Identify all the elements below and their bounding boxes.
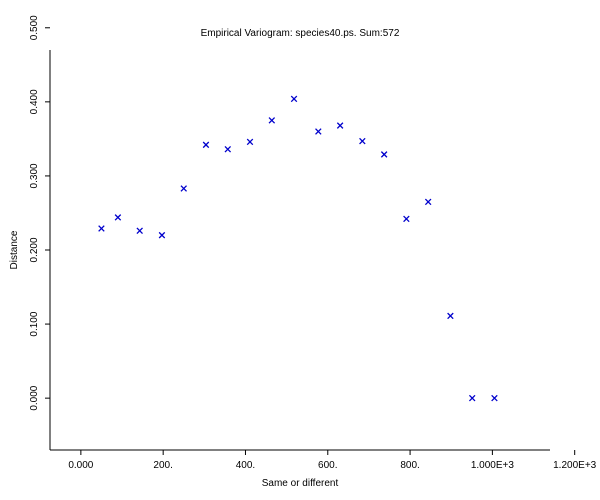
x-ticks: 0.000 200. 400. 600. 800. 1.000E+3 1.200E+3 <box>68 450 597 471</box>
x-tick-label: 400. <box>236 460 255 471</box>
data-point <box>268 117 276 124</box>
data-point <box>359 137 366 145</box>
y-tick-label: 0.200 <box>29 237 40 262</box>
data-point <box>114 214 122 221</box>
data-point <box>468 394 476 402</box>
x-tick-label: 200. <box>153 460 172 471</box>
x-tick-label: 0.000 <box>68 460 93 471</box>
data-point <box>98 225 105 232</box>
y-tick-label: 0.000 <box>29 385 40 410</box>
data-point <box>136 227 143 235</box>
data-point <box>315 128 322 135</box>
x-axis-label: Same or different <box>262 478 339 489</box>
chart-title: Empirical Variogram: species40.ps. Sum:5… <box>201 28 400 39</box>
y-tick-label: 0.300 <box>29 163 40 188</box>
data-point <box>180 185 188 192</box>
data-point <box>336 122 344 129</box>
y-tick-label: 0.500 <box>29 15 40 40</box>
axes <box>49 50 550 451</box>
data-points <box>98 95 498 402</box>
y-tick-label: 0.400 <box>29 89 40 114</box>
x-tick-label: 600. <box>318 460 337 471</box>
data-point <box>403 215 410 223</box>
x-tick-label: 800. <box>400 460 419 471</box>
data-point <box>224 145 232 153</box>
y-axis-label: Distance <box>9 230 20 269</box>
data-point <box>202 141 210 149</box>
y-ticks: 0.000 0.100 0.200 0.300 0.400 0.500 <box>29 15 50 411</box>
data-point <box>424 198 432 206</box>
data-point <box>380 151 388 158</box>
y-tick-label: 0.100 <box>29 311 40 336</box>
x-tick-label: 1.000E+3 <box>471 460 515 471</box>
data-point <box>158 231 166 239</box>
x-tick-label: 1.200E+3 <box>553 460 597 471</box>
data-point <box>447 312 454 320</box>
data-point <box>290 95 298 103</box>
data-point <box>246 138 254 146</box>
data-point <box>491 394 498 402</box>
